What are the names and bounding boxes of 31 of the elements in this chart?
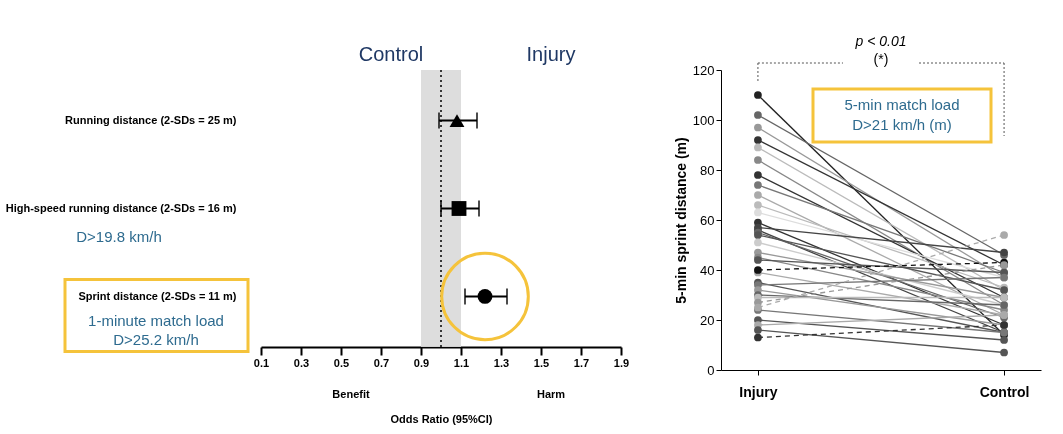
x-tick-label: 1.3 (493, 356, 510, 369)
y-tick-label: Sprint distance (2-SDs = 11 m) (78, 289, 237, 302)
x-tick-label: 0.3 (293, 356, 310, 369)
x-tick-label: 1.1 (453, 356, 470, 369)
y-tick-label: 40 (700, 262, 715, 278)
text: Benefit (332, 388, 370, 400)
x-tick-label: 0.5 (333, 356, 350, 369)
text: Control (358, 43, 424, 65)
x-tick-label: 1.5 (533, 356, 550, 369)
text: (*) (873, 51, 889, 67)
y-tick-label: High-speed running distance (2-SDs = 16 m) (5, 202, 237, 214)
y-tick-label: 100 (692, 112, 715, 128)
text: D>19.8 km/h (76, 227, 162, 245)
text: Injury (526, 43, 576, 65)
annotation: 5-min match load D>21 km/h (m) (844, 96, 960, 133)
text: 1-minute match load D>25.2 km/h (88, 312, 224, 349)
text: Harm (536, 388, 566, 400)
y-tick-label: 120 (692, 62, 715, 78)
text: p < 0.01 (854, 33, 907, 49)
x-tick-label: 1.7 (573, 356, 590, 369)
y-axis-title: 5-min sprint distance (m) (672, 137, 689, 304)
x-tick-label: 0.1 (253, 356, 270, 369)
y-tick-label: 20 (700, 312, 715, 328)
x-tick-label: 0.9 (413, 356, 430, 369)
x-tick-label: 1.9 (613, 356, 630, 369)
x-axis-title: Odds Ratio (95%CI) (390, 412, 493, 425)
y-tick-label: 0 (707, 362, 715, 378)
y-tick-label: Running distance (2-SDs = 25 m) (65, 114, 237, 127)
y-tick-label: 60 (700, 212, 715, 228)
y-tick-label: 80 (700, 162, 715, 178)
x-tick-label: 0.7 (373, 356, 390, 369)
